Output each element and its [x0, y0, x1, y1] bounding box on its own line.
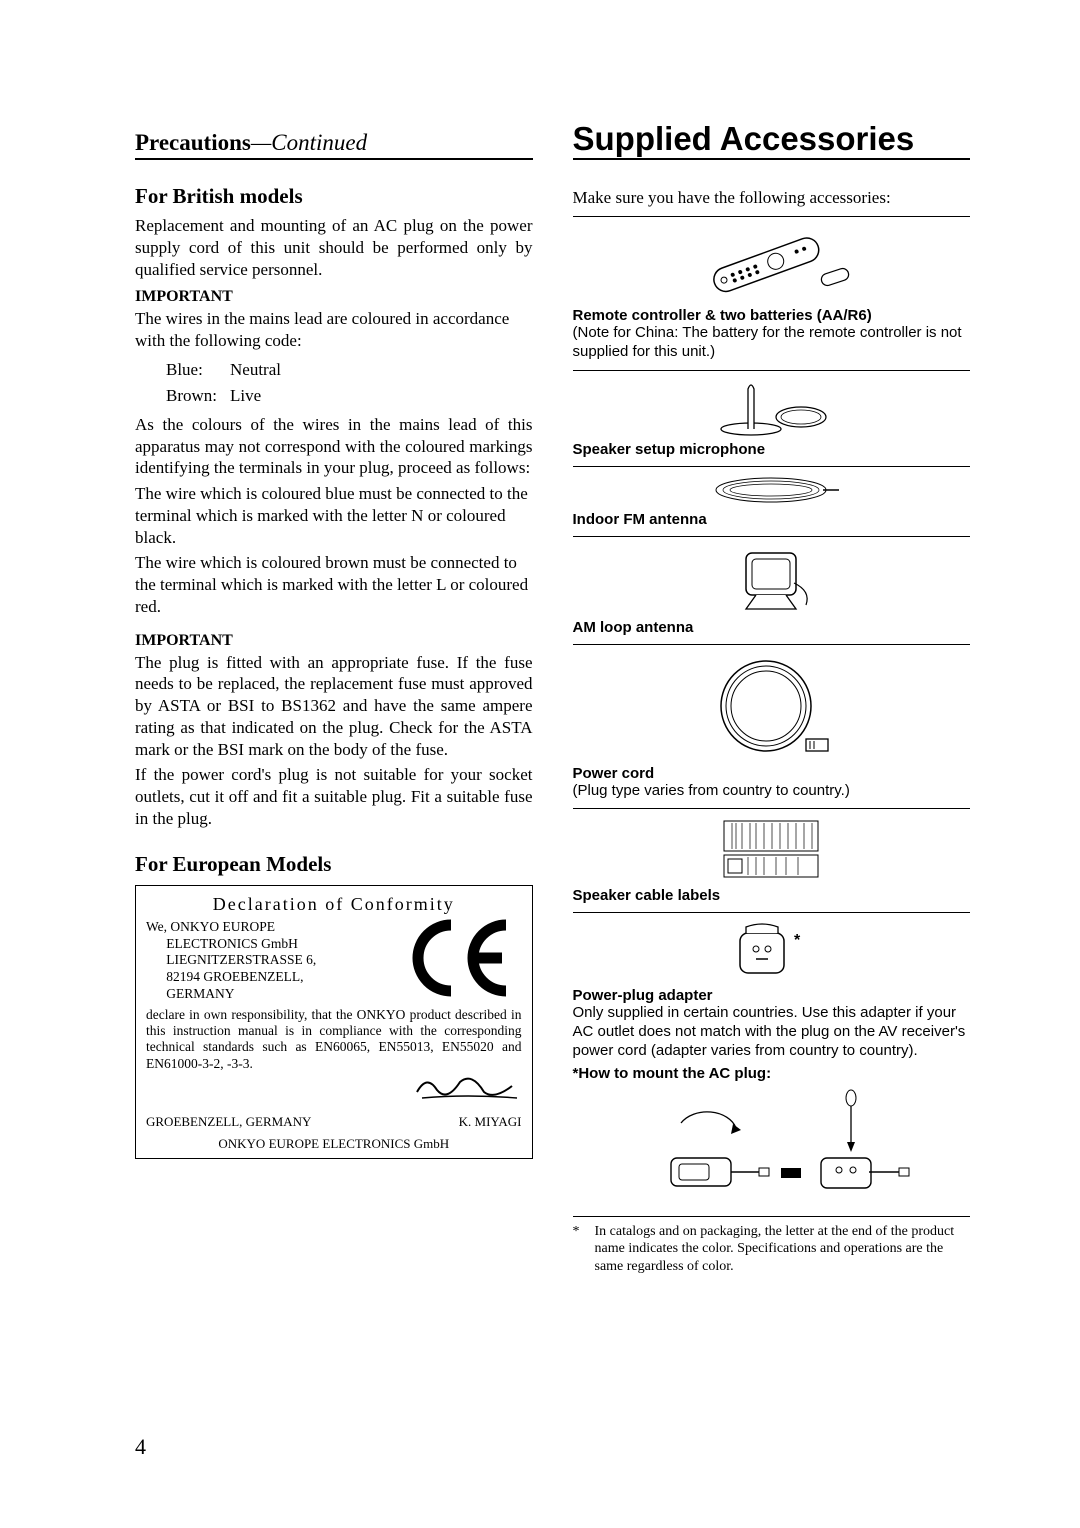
heading-continued: —Continued	[251, 130, 367, 155]
ce-mark-icon	[394, 919, 522, 997]
divider	[573, 912, 971, 913]
decl-we: We,	[146, 919, 167, 934]
decl-l1: ONKYO EUROPE	[170, 919, 275, 934]
remote-controller-icon	[573, 223, 971, 303]
right-column: Supplied Accessories Make sure you have …	[573, 130, 971, 1275]
decl-footer: ONKYO EUROPE ELECTRONICS GmbH	[146, 1136, 522, 1152]
british-p3: As the colours of the wires in the mains…	[135, 414, 533, 479]
decl-address: We, ONKYO EUROPE ELECTRONICS GmbH LIEGNI…	[146, 919, 394, 1003]
decl-l5: GERMANY	[166, 986, 234, 1001]
signature-icon	[412, 1072, 522, 1108]
adapter-note: Only supplied in certain countries. Use …	[573, 1004, 971, 1060]
british-p7: If the power cord's plug is not suitable…	[135, 764, 533, 829]
left-column: Precautions—Continued For British models…	[135, 130, 533, 1275]
important-label-2: IMPORTANT	[135, 632, 533, 650]
divider	[573, 644, 971, 645]
important-label-1: IMPORTANT	[135, 288, 533, 306]
cable-labels-icon	[573, 815, 971, 883]
adapter-icon: *	[573, 919, 971, 983]
declaration-box: Declaration of Conformity We, ONKYO EURO…	[135, 885, 533, 1159]
european-title: For European Models	[135, 852, 533, 877]
divider	[573, 370, 971, 371]
remote-label: Remote controller & two batteries (AA/R6…	[573, 307, 971, 324]
british-p5: The wire which is coloured brown must be…	[135, 552, 533, 617]
divider	[573, 466, 971, 467]
power-label: Power cord	[573, 765, 971, 782]
wire-blue-val: Neutral	[229, 358, 282, 382]
mic-label: Speaker setup microphone	[573, 441, 971, 458]
accessories-intro: Make sure you have the following accesso…	[573, 188, 971, 208]
page-number: 4	[135, 1434, 146, 1460]
decl-title: Declaration of Conformity	[146, 894, 522, 915]
am-label: AM loop antenna	[573, 619, 971, 636]
footnote-text: In catalogs and on packaging, the letter…	[595, 1223, 971, 1276]
remote-note: (Note for China: The battery for the rem…	[573, 324, 971, 362]
precautions-heading: Precautions—Continued	[135, 130, 533, 160]
divider	[573, 808, 971, 809]
power-note: (Plug type varies from country to countr…	[573, 782, 971, 801]
divider	[573, 1216, 971, 1217]
decl-l4: 82194 GROEBENZELL,	[166, 969, 303, 984]
mount-diagram-icon	[573, 1088, 971, 1208]
british-p2: The wires in the mains lead are coloured…	[135, 308, 533, 352]
british-p4: The wire which is coloured blue must be …	[135, 483, 533, 548]
power-cord-icon	[573, 651, 971, 761]
labels-label: Speaker cable labels	[573, 887, 971, 904]
fm-antenna-icon	[573, 473, 971, 507]
divider	[573, 536, 971, 537]
fm-label: Indoor FM antenna	[573, 511, 971, 528]
footnote: * In catalogs and on packaging, the lett…	[573, 1223, 971, 1276]
microphone-icon	[573, 377, 971, 437]
wire-blue-label: Blue:	[165, 358, 227, 382]
decl-l2: ELECTRONICS GmbH	[166, 936, 298, 951]
accessories-heading: Supplied Accessories	[573, 120, 971, 160]
svg-text:*: *	[794, 932, 801, 949]
british-p1: Replacement and mounting of an AC plug o…	[135, 215, 533, 280]
british-title: For British models	[135, 184, 533, 209]
adapter-label: Power-plug adapter	[573, 987, 971, 1004]
wire-brown-val: Live	[229, 384, 282, 408]
footnote-star: *	[573, 1223, 595, 1276]
wire-brown-label: Brown:	[165, 384, 227, 408]
am-antenna-icon	[573, 543, 971, 615]
wire-code-list: Blue: Neutral Brown: Live	[163, 356, 284, 410]
divider	[573, 216, 971, 217]
decl-signer: K. MIYAGI	[412, 1114, 522, 1130]
heading-main: Precautions	[135, 130, 251, 155]
british-p6: The plug is fitted with an appropriate f…	[135, 652, 533, 761]
adapter-howto: *How to mount the AC plug:	[573, 1065, 971, 1082]
decl-l3: LIEGNITZERSTRASSE 6,	[166, 952, 316, 967]
decl-body: declare in own responsibility, that the …	[146, 1007, 522, 1072]
decl-location: GROEBENZELL, GERMANY	[146, 1114, 412, 1130]
